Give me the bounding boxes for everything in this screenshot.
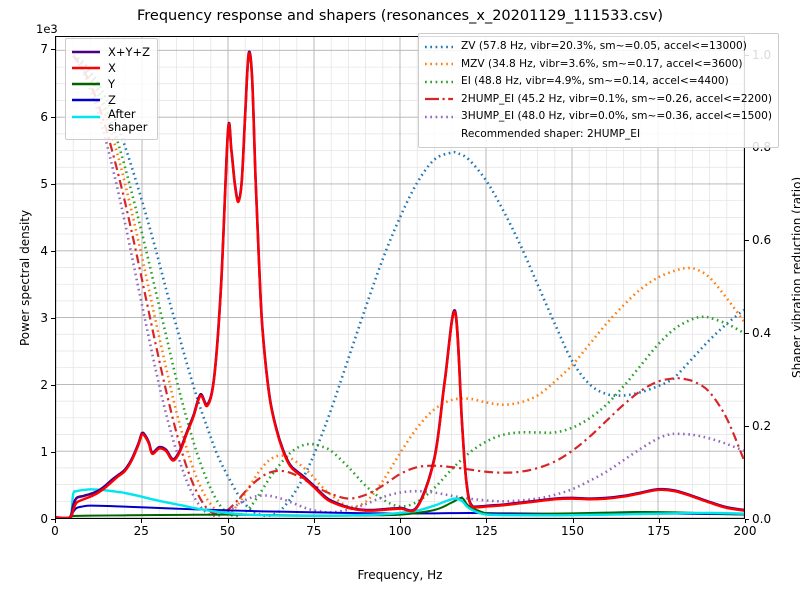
legend-shapers-label: 2HUMP_EI (45.2 Hz, vibr=0.1%, sm~=0.26, … <box>461 92 772 105</box>
y-tick-label-left: 7 <box>40 42 48 57</box>
y-tick-label-right: 0.0 <box>752 512 772 526</box>
legend-axes-label: Y <box>108 76 116 91</box>
legend-shapers[interactable]: ZV (57.8 Hz, vibr=20.3%, sm~=0.05, accel… <box>418 33 779 148</box>
y-tick-mark-right <box>745 240 749 242</box>
legend-axes-swatch-icon <box>71 94 101 106</box>
y-tick-mark-right <box>745 519 749 520</box>
recommended-shaper-text: Recommended shaper: 2HUMP_EI <box>461 127 641 140</box>
y-tick-label-left: 6 <box>40 109 48 124</box>
grid-lines <box>56 37 744 518</box>
legend-axes-label: After shaper <box>108 107 148 134</box>
legend-shapers-swatch-icon <box>424 58 454 70</box>
x-tick-label: 75 <box>306 524 322 538</box>
y-tick-label-right: 0.4 <box>752 326 772 341</box>
x-axis-label: Frequency, Hz <box>357 568 443 582</box>
y-axis-left-label: Power spectral density <box>18 209 32 346</box>
legend-shapers-swatch-icon <box>424 111 454 123</box>
x-tick-label: 25 <box>133 524 149 538</box>
legend-shapers-label: EI (48.8 Hz, vibr=4.9%, sm~=0.14, accel<… <box>461 75 729 88</box>
legend-axes-label: Z <box>108 92 116 107</box>
y-tick-mark-right <box>745 333 749 335</box>
x-tick-mark <box>227 519 229 523</box>
x-tick-label: 200 <box>733 524 757 538</box>
legend-axes-swatch-icon <box>71 62 101 74</box>
legend-shapers-swatch-icon <box>424 93 454 105</box>
y-tick-label-left: 4 <box>40 243 48 258</box>
legend-axes-swatch-icon <box>71 46 101 58</box>
legend-axes-item[interactable]: Y <box>71 76 150 92</box>
y-tick-mark-left <box>51 250 55 252</box>
x-tick-mark <box>658 519 660 523</box>
y-axis-right-label: Shaper vibration reduction (ratio) <box>790 176 800 378</box>
y-tick-label-right: 0.2 <box>752 419 772 434</box>
legend-shapers-item[interactable]: 2HUMP_EI (45.2 Hz, vibr=0.1%, sm~=0.26, … <box>424 91 772 109</box>
x-tick-mark <box>572 519 574 523</box>
y-tick-label-left: 5 <box>40 176 48 191</box>
data-curves <box>56 50 744 518</box>
legend-axes-label: X+Y+Z <box>108 44 151 59</box>
y-tick-label-left: 1 <box>40 444 48 459</box>
legend-axes-item[interactable]: X <box>71 60 150 76</box>
y-tick-mark-left <box>51 519 55 520</box>
legend-axes-item[interactable]: After shaper <box>71 108 150 134</box>
legend-shapers-item[interactable]: ZV (57.8 Hz, vibr=20.3%, sm~=0.05, accel… <box>424 38 772 56</box>
x-tick-mark <box>745 519 746 523</box>
x-tick-mark <box>55 519 56 523</box>
legend-axes-label: X <box>108 60 116 75</box>
y-tick-mark-left <box>51 183 55 185</box>
x-tick-label: 50 <box>219 524 236 538</box>
legend-shapers-item[interactable]: EI (48.8 Hz, vibr=4.9%, sm~=0.14, accel<… <box>424 73 772 91</box>
y-tick-mark-right <box>745 426 749 428</box>
y-tick-mark-left <box>51 451 55 453</box>
x-tick-label: 0 <box>51 524 59 538</box>
legend-shapers-swatch-icon <box>424 41 454 53</box>
legend-axes-item[interactable]: Z <box>71 92 150 108</box>
psd-curve-x <box>56 52 744 518</box>
legend-axes-swatch-icon <box>71 111 101 123</box>
legend-shapers-item[interactable]: MZV (34.8 Hz, vibr=3.6%, sm~=0.17, accel… <box>424 56 772 74</box>
psd-curve-after-shaper <box>56 488 744 518</box>
legend-shapers-item[interactable]: 3HUMP_EI (48.0 Hz, vibr=0.0%, sm~=0.36, … <box>424 108 772 126</box>
y-tick-mark-left <box>51 116 55 118</box>
y-tick-label-left: 2 <box>40 377 48 392</box>
y-tick-label-left: 3 <box>40 310 48 325</box>
x-tick-mark <box>400 519 401 523</box>
x-tick-mark <box>486 519 488 523</box>
x-tick-label: 100 <box>388 524 412 538</box>
y-tick-label-right: 0.6 <box>752 233 772 248</box>
x-tick-label: 125 <box>474 524 498 538</box>
x-tick-label: 150 <box>561 524 584 538</box>
x-tick-mark <box>141 519 143 523</box>
legend-shapers-label: MZV (34.8 Hz, vibr=3.6%, sm~=0.17, accel… <box>461 57 743 70</box>
legend-shapers-label: ZV (57.8 Hz, vibr=20.3%, sm~=0.05, accel… <box>461 40 747 53</box>
legend-axes-swatch-icon <box>71 78 101 90</box>
psd-curve-y <box>56 496 744 518</box>
shaper-curve-2hump_ei <box>72 54 744 516</box>
legend-shapers-label: 3HUMP_EI (48.0 Hz, vibr=0.0%, sm~=0.36, … <box>461 110 772 123</box>
y-tick-mark-left <box>51 384 55 386</box>
legend-shapers-swatch-icon <box>424 76 454 88</box>
shaper-curve-zv <box>72 54 744 518</box>
y-tick-label-left: 0 <box>40 512 48 526</box>
legend-axes[interactable]: X+Y+Z X Y Z After shaper <box>65 38 159 140</box>
x-tick-label: 175 <box>647 524 671 538</box>
y-axis-multiplier-label: 1e3 <box>36 22 58 36</box>
page-title: Frequency response and shapers (resonanc… <box>137 8 663 24</box>
y-tick-mark-left <box>51 317 55 319</box>
y-tick-mark-left <box>51 49 55 51</box>
x-tick-mark <box>313 519 315 523</box>
recommended-shaper-note: Recommended shaper: 2HUMP_EI <box>424 126 772 144</box>
legend-axes-item[interactable]: X+Y+Z <box>71 44 150 60</box>
